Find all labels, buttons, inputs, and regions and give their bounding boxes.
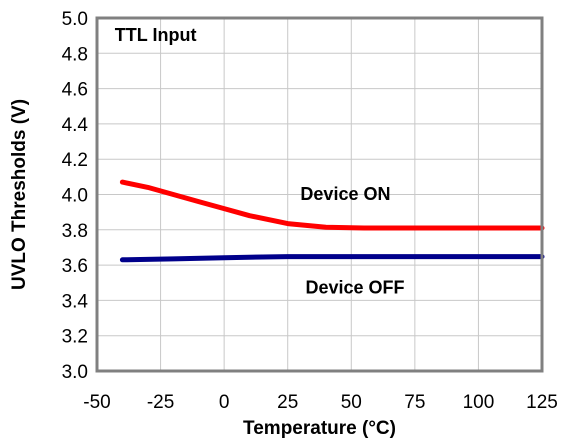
y-tick-label: 3.8 — [62, 221, 88, 242]
y-tick-label: 4.4 — [62, 115, 89, 136]
x-tick-label: 25 — [277, 392, 298, 413]
x-tick-labels: -50 -25 0 25 50 75 100 125 — [83, 392, 558, 413]
y-tick-labels: 3.0 3.2 3.4 3.6 3.8 4.0 4.2 4.4 4.6 4.8 5.0 — [62, 9, 89, 383]
plot-frame — [95, 16, 544, 373]
series-lines — [119, 179, 545, 263]
x-tick-label: 75 — [404, 392, 425, 413]
series-line-1 — [119, 254, 545, 263]
x-axis-label: Temperature (°C) — [243, 418, 396, 439]
y-axis-label: UVLO Thresholds (V) — [9, 99, 30, 290]
x-tick-label: 0 — [219, 392, 230, 413]
annotation-0: TTL Input — [115, 25, 197, 45]
y-tick-label: 4.8 — [62, 44, 88, 65]
y-tick-label: 3.4 — [62, 291, 89, 312]
x-tick-label: 50 — [341, 392, 362, 413]
x-tick-label: 125 — [526, 392, 558, 413]
y-tick-label: 3.0 — [62, 362, 88, 383]
y-tick-label: 5.0 — [62, 9, 88, 30]
y-tick-label: 4.6 — [62, 80, 88, 101]
x-tick-label: 100 — [463, 392, 495, 413]
y-tick-label: 4.0 — [62, 186, 88, 207]
y-tick-label: 3.2 — [62, 327, 88, 348]
annotation-1: Device ON — [300, 184, 390, 204]
y-tick-label: 4.2 — [62, 150, 88, 171]
series-line-0 — [119, 179, 545, 231]
x-tick-label: -50 — [83, 392, 110, 413]
annotation-2: Device OFF — [306, 277, 405, 297]
annotations: TTL Input Device ON Device OFF — [115, 25, 405, 297]
y-tick-label: 3.6 — [62, 256, 88, 277]
x-tick-label: -25 — [147, 392, 174, 413]
